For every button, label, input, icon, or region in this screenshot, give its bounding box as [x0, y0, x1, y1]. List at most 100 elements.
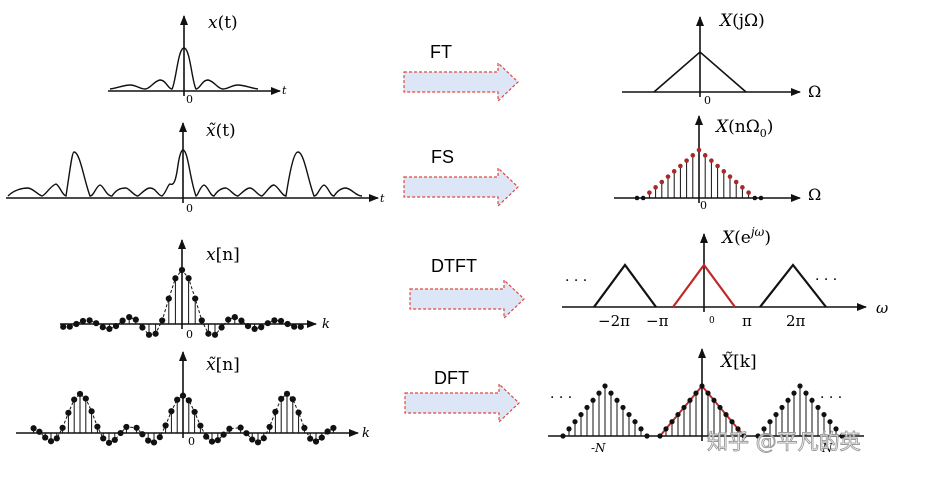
ft-transform-label: FT [430, 42, 452, 62]
dtft-sample-dot [297, 323, 304, 330]
dtft-sample-dot [152, 330, 159, 337]
dft-arrow: DFT [404, 368, 520, 424]
dft-sample-dot [111, 436, 118, 444]
fs-time-axis-var: t [380, 192, 385, 205]
dft-spectral-dot [693, 390, 699, 396]
dtft-sample-dot [258, 324, 265, 331]
dtft-time-axis-var: k [322, 317, 330, 332]
dft-spectral-dot [803, 390, 809, 396]
dft-freq-label: X̃[k] [719, 352, 757, 372]
row-fs: 0 t x̃(t) FS 0 Ω X(nΩ0) [6, 115, 821, 215]
dft-transform-label: DFT [434, 368, 469, 388]
dft-freq-samples [560, 383, 845, 439]
dft-sample-dot [88, 408, 95, 415]
dft-arrow-shape [404, 382, 520, 424]
dft-spectral-dot [711, 397, 717, 403]
ft-time-origin: 0 [186, 93, 193, 106]
dft-spectral-dot [741, 433, 747, 439]
dft-spectral-dot [699, 383, 705, 389]
dft-spectral-dot [638, 426, 644, 432]
dft-spectral-dot [657, 433, 663, 439]
ft-freq-label: X(jΩ) [718, 11, 765, 31]
fs-spectral-dot [752, 195, 758, 201]
fs-spectral-dot [740, 185, 745, 190]
dtft-sample-dot [145, 331, 153, 338]
dft-sample-dot [318, 434, 325, 441]
dft-sample-dot [156, 434, 163, 441]
dft-spectral-dot [833, 426, 839, 432]
fs-spectral-dot [727, 174, 733, 179]
fs-spectral-dot [640, 195, 646, 201]
dft-sample-dot [185, 397, 192, 404]
dft-sample-dot [283, 390, 291, 397]
dtft-sample-dot [205, 330, 212, 337]
fs-spectral-dot [634, 195, 640, 201]
fs-spectral-dot [653, 185, 658, 190]
dtft-sample-dot [106, 325, 113, 333]
fs-spectral-dot [690, 153, 696, 158]
dtft-arrow-shape [409, 278, 525, 320]
dft-sample-dot [197, 422, 204, 429]
dtft-center-triangle [672, 263, 736, 308]
dft-sample-dot [133, 424, 140, 431]
fs-freq-label: X(nΩ0) [714, 117, 773, 140]
dtft-sample-dot [73, 320, 80, 328]
dft-tick-n: N [821, 441, 833, 455]
ft-freq-origin: 0 [704, 94, 711, 107]
ft-time-curve [109, 47, 259, 90]
row-dtft: 0 k x[n] DTFT · · · · · · −2π −π π 2π 0 … [60, 225, 888, 341]
dft-sample-dot [266, 423, 273, 431]
dft-sample-dot [237, 424, 244, 431]
dtft-sample-dot [178, 266, 186, 274]
dtft-sample-dot [271, 317, 278, 324]
dtft-sample-dot [60, 323, 67, 330]
ft-time-label: x(t) [208, 13, 238, 33]
dft-spectral-dot [687, 397, 693, 403]
fs-time-curve [7, 149, 363, 197]
dft-sample-dot [47, 438, 55, 445]
ft-freq-triangle [653, 50, 747, 93]
fs-spectral-dot [647, 190, 652, 195]
dft-sample-dot [208, 438, 216, 445]
dtft-sample-dot [66, 323, 73, 330]
dft-sample-dot [260, 435, 267, 442]
dtft-tick-neg-2pi: −2π [598, 312, 630, 330]
dft-spectral-dot [669, 419, 675, 425]
ft-freq-axis-var: Ω [808, 82, 821, 101]
fs-spectral-dot [715, 163, 720, 169]
dtft-sample-dot [172, 275, 179, 282]
dtft-tick-2pi: 2π [786, 312, 806, 330]
dtft-sample-dot [198, 317, 205, 324]
dft-spectral-dot [681, 404, 687, 411]
dft-sample-dot [162, 422, 169, 429]
dft-sample-dot [243, 430, 250, 437]
dft-spectral-dot [560, 433, 566, 439]
dft-sample-dot [65, 409, 72, 416]
dtft-sample-dot [112, 323, 120, 330]
dft-sample-dot [249, 436, 256, 443]
fs-spectral-dot [659, 179, 665, 185]
dtft-sample-dot [185, 275, 192, 282]
dtft-sample-dot [119, 317, 126, 324]
dtft-transform-label: DTFT [431, 256, 477, 276]
dft-spectral-dot [791, 390, 797, 396]
dft-sample-dot [117, 429, 124, 437]
dft-spectral-dot [644, 433, 650, 439]
dtft-left-triangle [593, 263, 657, 308]
fs-spectral-dot [665, 174, 671, 179]
dft-sample-dot [139, 431, 146, 438]
dft-sample-dot [214, 437, 221, 444]
dft-spectral-dot [755, 433, 761, 439]
fs-spectral-dot [671, 169, 677, 174]
dft-spectral-dot [723, 411, 729, 418]
dft-spectral-dot [596, 390, 602, 396]
dft-spectral-dot [729, 419, 735, 425]
dft-spectral-dot [773, 411, 779, 418]
dft-time-label: x̃[n] [206, 355, 240, 375]
dft-spectral-dot [839, 433, 845, 439]
dft-sample-dot [42, 434, 49, 441]
dft-sample-dot [150, 439, 158, 446]
dft-sample-dot [254, 439, 262, 446]
dft-sample-dot [324, 428, 331, 435]
